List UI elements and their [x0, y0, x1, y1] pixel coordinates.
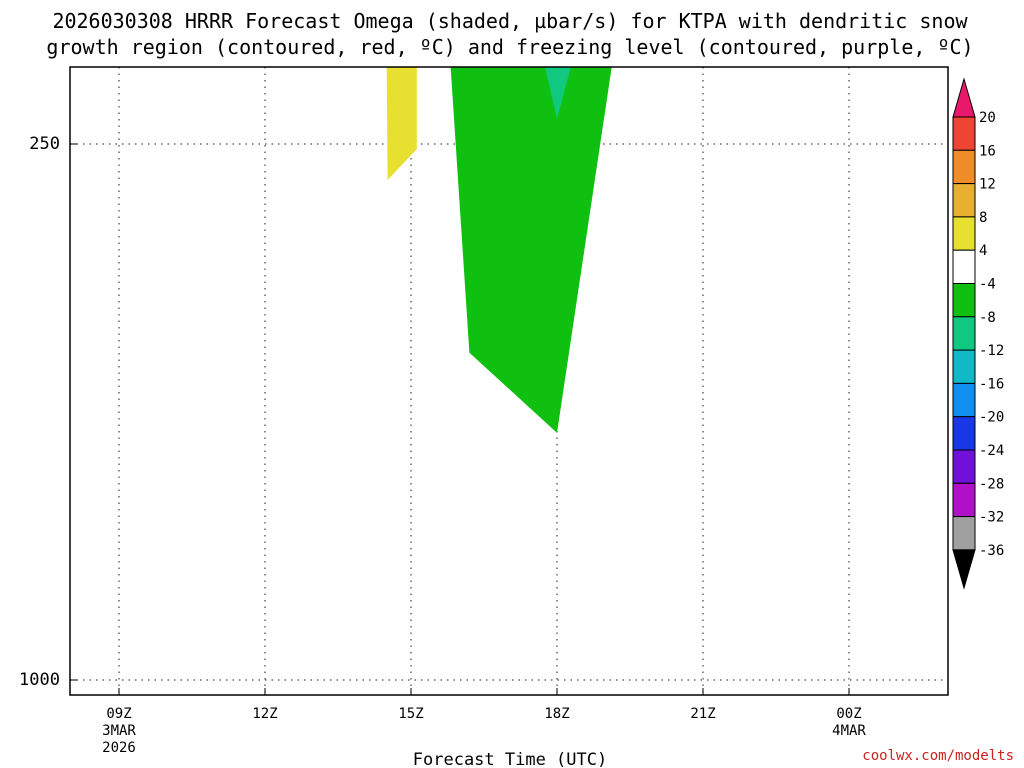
x-axis-title: Forecast Time (UTC): [413, 750, 607, 768]
x-tick-label: 12Z: [252, 706, 277, 722]
colorbar-cell: [952, 316, 976, 351]
colorbar: 20 16 12 8 4 -4 -8 -12 -16 -20 -24 -28 -32 -36: [952, 77, 1004, 590]
x-tick-label: 00Z: [836, 706, 861, 722]
plot-frame: [69, 66, 949, 696]
y-tick-label: 250: [29, 134, 60, 154]
credit-text: coolwx.com/modelts: [862, 748, 1014, 764]
colorbar-cell: [952, 349, 976, 384]
x-tick-label: 21Z: [690, 706, 715, 722]
colorbar-cell: [952, 449, 976, 484]
colorbar-label: -24: [979, 443, 1004, 459]
colorbar-cell: [952, 416, 976, 451]
colorbar-cell: [952, 149, 976, 185]
x-tick-label: 15Z: [398, 706, 423, 722]
colorbar-cell: [952, 183, 976, 218]
colorbar-label: -4: [979, 277, 996, 293]
colorbar-cell: [952, 283, 976, 318]
colorbar-label: -12: [979, 343, 1004, 359]
x-tick-label: 18Z: [544, 706, 569, 722]
omega-region: [386, 67, 417, 180]
pressure-axis: 2503003504004505005506006507007508008509…: [19, 134, 77, 690]
colorbar-label: 20: [979, 110, 996, 126]
colorbar-label: 4: [979, 243, 987, 259]
colorbar-label: -28: [979, 476, 1004, 492]
colorbar-label: -8: [979, 310, 996, 326]
chart-title-line1: 2026030308 HRRR Forecast Omega (shaded, …: [52, 9, 968, 33]
omega-region: [544, 67, 571, 119]
colorbar-cell: [952, 216, 976, 251]
colorbar-cell: [952, 482, 976, 518]
colorbar-bottom-arrow: [952, 549, 976, 590]
colorbar-label: -32: [979, 510, 1004, 526]
colorbar-label: 8: [979, 210, 987, 226]
colorbar-label: -16: [979, 376, 1004, 392]
y-tick-label: 1000: [19, 670, 60, 690]
colorbar-cell: [952, 516, 976, 551]
colorbar-label: -20: [979, 410, 1004, 426]
x-tick-label: 09Z: [106, 706, 131, 722]
colorbar-label: -36: [979, 543, 1004, 559]
colorbar-top-arrow: [952, 77, 976, 118]
x-tick-date: 3MAR: [102, 723, 136, 739]
x-tick-year: 2026: [102, 740, 136, 756]
omega-shading: [386, 67, 612, 433]
colorbar-cell: [952, 382, 976, 418]
colorbar-label: 16: [979, 143, 996, 159]
x-tick-date: 4MAR: [832, 723, 866, 739]
colorbar-label: 12: [979, 177, 996, 193]
chart-title-line2: growth region (contoured, red, ºC) and f…: [46, 35, 973, 59]
colorbar-cell: [952, 116, 976, 151]
colorbar-cell: [952, 249, 976, 284]
omega-region: [450, 67, 612, 433]
